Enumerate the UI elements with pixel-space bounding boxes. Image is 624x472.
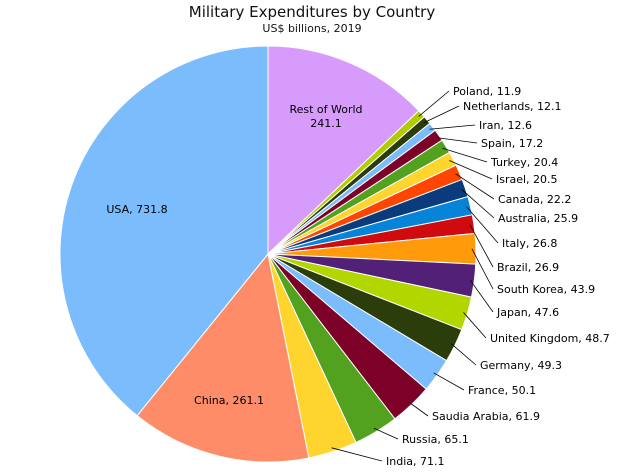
slice-label-rest-of-world: Rest of World [289, 103, 362, 116]
pie-slice-china [136, 252, 310, 463]
slice-label-south-korea: South Korea, 43.9 [497, 283, 595, 296]
slice-label-brazil: Brazil, 26.9 [497, 261, 559, 274]
leader-line-spain [435, 137, 478, 144]
leader-line-poland [418, 90, 450, 117]
leader-line-russia [373, 427, 399, 440]
leader-line-south-korea [471, 248, 494, 290]
slice-label-iran: Iran, 12.6 [479, 119, 532, 132]
leader-line-united-kingdom [463, 312, 487, 339]
slice-label-china: China, 261.1 [194, 394, 264, 407]
slice-label-canada: Canada, 22.2 [498, 193, 571, 206]
leader-line-israel [449, 160, 493, 180]
slice-label-poland: Poland, 11.9 [453, 85, 521, 98]
slice-label-france: France, 50.1 [468, 384, 536, 397]
slice-label-israel: Israel, 20.5 [496, 173, 558, 186]
leader-line-japan [469, 279, 494, 313]
slice-label-usa: USA, 731.8 [106, 203, 167, 216]
slice-label-united-kingdom: United Kingdom, 48.7 [490, 332, 610, 345]
leader-line-france [433, 372, 465, 391]
leader-line-iran [429, 124, 476, 130]
slice-label-india: India, 71.1 [386, 455, 444, 468]
leader-line-netherlands [423, 105, 460, 124]
leader-line-canada [455, 173, 495, 200]
slice-label-turkey: Turkey, 20.4 [490, 156, 558, 169]
leader-line-italy [466, 206, 499, 244]
pie-slices [59, 45, 477, 463]
slice-label-spain: Spain, 17.2 [481, 137, 543, 150]
slice-value-rest-of-world: 241.1 [310, 117, 342, 130]
leader-line-germany [450, 343, 477, 366]
chart-title: Military Expenditures by Country [189, 3, 436, 21]
leader-lines [331, 90, 499, 462]
leader-line-india [331, 447, 383, 462]
slice-label-germany: Germany, 49.3 [480, 359, 562, 372]
leader-line-australia [461, 188, 495, 219]
slice-label-australia: Australia, 25.9 [498, 212, 578, 225]
slice-label-italy: Italy, 26.8 [502, 237, 557, 250]
chart-subtitle: US$ billions, 2019 [262, 22, 361, 35]
pie-slice-rest-of-world [267, 45, 420, 256]
slice-label-saudia-arabia: Saudia Arabia, 61.9 [432, 410, 540, 423]
slice-label-netherlands: Netherlands, 12.1 [463, 100, 562, 113]
leader-line-turkey [442, 147, 488, 163]
slice-label-japan: Japan, 47.6 [496, 306, 559, 319]
leader-line-saudia-arabia [408, 401, 429, 417]
leader-line-brazil [469, 224, 494, 268]
pie-slice-usa [59, 45, 269, 417]
slice-label-russia: Russia, 65.1 [402, 433, 469, 446]
